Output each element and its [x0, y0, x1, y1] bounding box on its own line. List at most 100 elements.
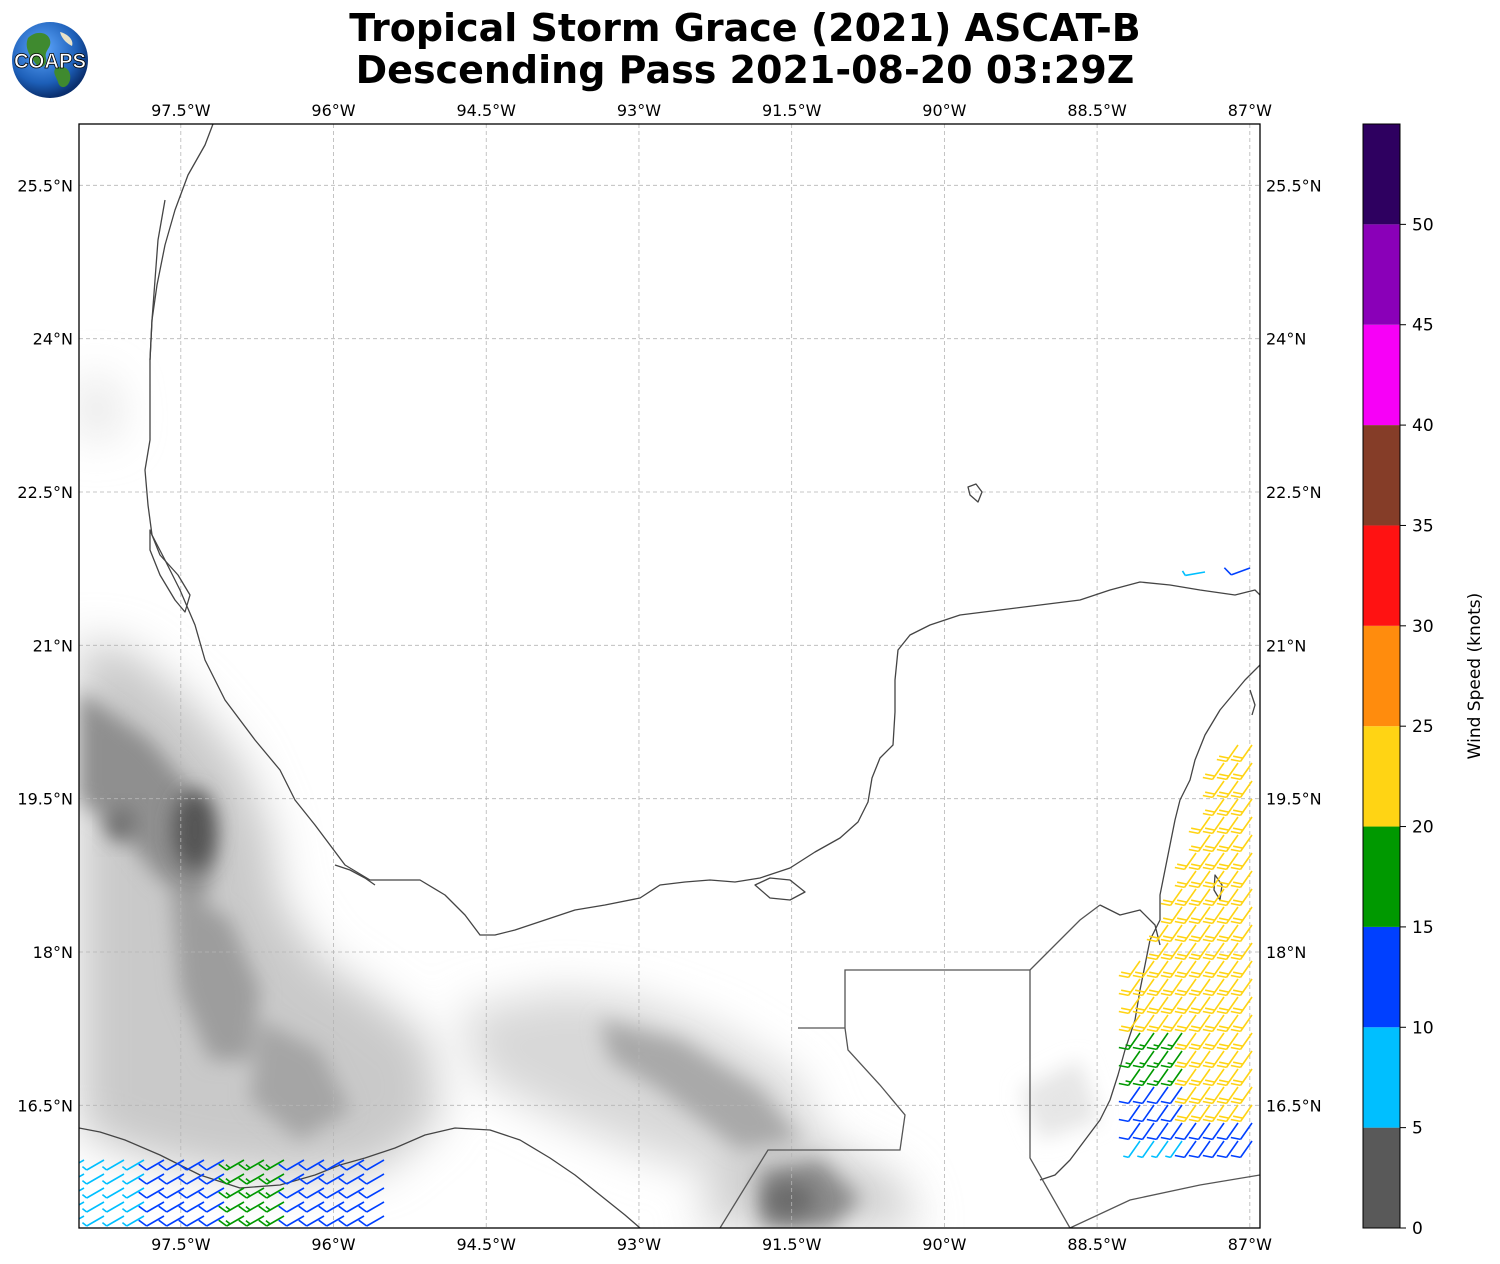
wind-barb	[1160, 1104, 1183, 1123]
wind-barb	[1188, 888, 1211, 907]
wind-barb	[1202, 996, 1225, 1015]
lon-tick-label-top: 94.5°W	[457, 101, 517, 120]
colorbar-label: Wind Speed (knots)	[1465, 593, 1485, 760]
wind-barb	[121, 1173, 145, 1185]
wind-barb	[358, 1215, 385, 1227]
wind-barb	[1132, 1122, 1155, 1141]
wind-barb	[218, 1201, 245, 1213]
wind-barb	[101, 1173, 125, 1185]
wind-barb	[1132, 996, 1155, 1015]
wind-barb	[1174, 1032, 1197, 1051]
colorbar-tick-label: 15	[1412, 918, 1434, 938]
wind-barb	[1202, 1014, 1225, 1033]
lat-tick-label-left: 21°N	[33, 636, 73, 655]
wind-barb	[79, 1201, 85, 1213]
colorbar-segment	[1363, 224, 1400, 325]
wind-barb	[1216, 780, 1239, 799]
coaps-logo: COAPS	[12, 22, 88, 98]
lon-tick-label-bottom: 97.5°W	[151, 1235, 211, 1254]
wind-barb	[1118, 1068, 1141, 1087]
wind-barb	[1174, 888, 1197, 907]
wind-barb	[1188, 978, 1211, 997]
lon-tick-label-top: 97.5°W	[151, 101, 211, 120]
wind-barb	[1216, 1122, 1239, 1141]
lat-tick-label-left: 22.5°N	[17, 483, 73, 502]
wind-barb	[1137, 1140, 1155, 1159]
wind-barb	[1146, 1104, 1169, 1123]
lat-tick-label-right: 22.5°N	[1266, 483, 1322, 502]
lon-tick-label-bottom: 87°W	[1228, 1235, 1272, 1254]
wind-barb	[1188, 924, 1211, 943]
wind-barb	[81, 1215, 105, 1227]
wind-barb	[1230, 834, 1253, 853]
wind-barb	[1146, 1050, 1169, 1069]
wind-barb	[1146, 996, 1169, 1015]
wind-barb	[1174, 942, 1197, 961]
colorbar-tick-label: 25	[1412, 717, 1434, 737]
wind-barb	[1174, 1086, 1197, 1105]
wind-barb	[1165, 1140, 1183, 1159]
wind-barb	[1188, 960, 1211, 979]
wind-barb	[338, 1173, 365, 1185]
wind-barb	[298, 1187, 325, 1199]
wind-barb	[1174, 1140, 1197, 1159]
wind-barb	[1118, 1032, 1141, 1051]
wind-barb	[178, 1201, 205, 1213]
wind-barb	[1216, 1086, 1239, 1105]
wind-barb	[1118, 1086, 1141, 1105]
wind-barb	[238, 1159, 265, 1171]
wind-barb	[1230, 852, 1253, 871]
wind-barb	[338, 1187, 365, 1199]
coastline-pacific	[79, 1127, 641, 1228]
wind-barb	[1216, 942, 1239, 961]
wind-barb	[121, 1201, 145, 1213]
wind-barb	[1230, 816, 1253, 835]
wind-barb	[1216, 744, 1239, 763]
lon-tick-label-bottom: 94.5°W	[457, 1235, 517, 1254]
wind-barb	[318, 1173, 345, 1185]
wind-barb	[1230, 906, 1253, 925]
wind-barb	[81, 1201, 105, 1213]
wind-barb	[358, 1173, 385, 1185]
colorbar-tick-label: 45	[1412, 316, 1434, 336]
wind-barb	[1132, 1032, 1155, 1051]
wind-barb	[1146, 924, 1169, 943]
colorbar-segment	[1363, 124, 1400, 225]
wind-barb	[1160, 978, 1183, 997]
wind-barb	[1181, 570, 1206, 577]
wind-barb	[338, 1201, 365, 1213]
title-line-1: Tropical Storm Grace (2021) ASCAT-B	[349, 6, 1141, 50]
logo-text: COAPS	[14, 50, 86, 73]
wind-barb	[1202, 978, 1225, 997]
wind-barb	[1202, 1068, 1225, 1087]
wind-barb	[79, 1173, 85, 1185]
colorbar-segment	[1363, 425, 1400, 526]
map-frame	[78, 123, 1261, 1229]
wind-barb	[1174, 1104, 1197, 1123]
wind-barb	[81, 1173, 105, 1185]
lat-tick-label-left: 25.5°N	[17, 176, 73, 195]
wind-barb	[178, 1215, 205, 1227]
wind-barb	[138, 1215, 165, 1227]
wind-barb	[1216, 906, 1239, 925]
wind-barb	[1160, 1032, 1183, 1051]
wind-barb	[101, 1201, 125, 1213]
wind-barb	[1230, 1032, 1253, 1051]
wind-barb	[198, 1187, 225, 1199]
terrain-shading	[79, 380, 1100, 1228]
wind-barb	[298, 1173, 325, 1185]
colorbar-segment	[1363, 525, 1400, 626]
wind-barb	[121, 1215, 145, 1227]
wind-barb	[1216, 960, 1239, 979]
graticule	[79, 124, 1260, 1228]
coastline-alacranes-reef	[967, 483, 983, 503]
wind-barb	[1118, 1122, 1141, 1141]
colorbar-segment	[1363, 1127, 1400, 1228]
coastline-laguna-terminos	[754, 877, 806, 901]
wind-barb	[1202, 924, 1225, 943]
wind-barb	[1202, 798, 1225, 817]
wind-barb	[1118, 1050, 1141, 1069]
wind-barb	[79, 1215, 85, 1227]
wind-barb	[1160, 960, 1183, 979]
